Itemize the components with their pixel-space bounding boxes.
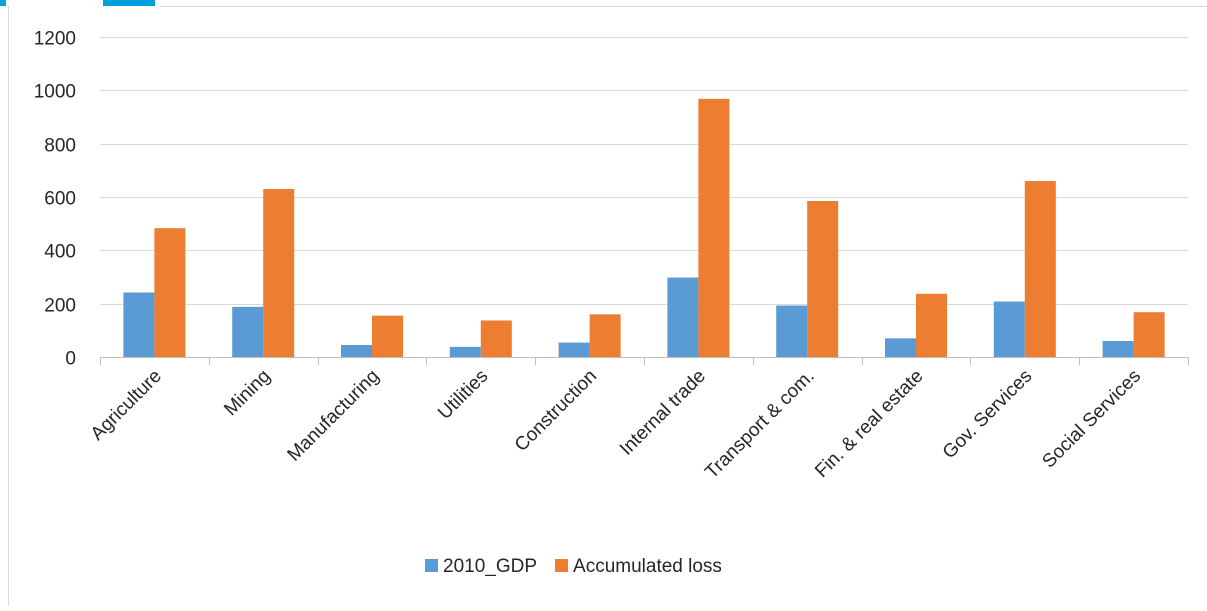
- x-tick-label: Transport & com.: [701, 366, 818, 483]
- bar-accumulated-loss: [154, 228, 186, 357]
- x-tick-label: Agriculture: [87, 366, 166, 445]
- accent-bar-right: [103, 0, 155, 6]
- bar-2010-gdp: [993, 301, 1025, 357]
- bar-2010-gdp: [123, 292, 155, 357]
- bar-2010-gdp: [449, 346, 481, 357]
- bar-accumulated-loss: [698, 98, 730, 357]
- legend-swatch: [555, 559, 569, 572]
- bar-accumulated-loss: [1024, 181, 1056, 357]
- bar-2010-gdp: [667, 277, 699, 357]
- x-tick-label: Construction: [511, 366, 601, 456]
- x-tick-label: Manufacturing: [284, 366, 384, 466]
- x-tick-label: Gov. Services: [939, 366, 1036, 463]
- x-axis-labels: Agriculture Mining Manufacturing Utilities C…: [87, 366, 1145, 483]
- y-tick-label: 200: [44, 296, 76, 317]
- y-tick-label: 0: [65, 349, 76, 370]
- y-tick-label: 1200: [34, 29, 76, 50]
- bar-2010-gdp: [776, 305, 808, 357]
- y-tick-label: 800: [44, 136, 76, 157]
- y-tick-label: 400: [44, 242, 76, 263]
- x-axis: [100, 357, 1189, 365]
- x-tick-label: Social Services: [1038, 366, 1145, 473]
- bar-2010-gdp: [341, 345, 372, 357]
- y-axis-ticks: 0 200 400 600 800 1000 1200: [34, 29, 76, 370]
- accent-bar-left: [0, 0, 6, 6]
- legend-label: 2010_GDP: [443, 556, 537, 577]
- bar-accumulated-loss: [1133, 312, 1165, 357]
- bar-2010-gdp: [232, 306, 264, 357]
- y-tick-label: 600: [44, 189, 76, 210]
- legend: 2010_GDP Accumulated loss: [425, 556, 722, 577]
- legend-swatch: [425, 559, 438, 572]
- header-accent: [0, 0, 155, 6]
- x-tick-label: Utilities: [434, 366, 492, 424]
- x-tick-label: Mining: [220, 366, 274, 420]
- x-tick-label: Fin. & real estate: [811, 366, 927, 482]
- bar-accumulated-loss: [372, 315, 403, 357]
- y-tick-label: 1000: [34, 82, 76, 103]
- bar-2010-gdp: [558, 342, 590, 357]
- x-tick-label: Internal trade: [616, 366, 710, 460]
- legend-label: Accumulated loss: [573, 556, 722, 577]
- bar-accumulated-loss: [480, 320, 512, 357]
- bar-accumulated-loss: [263, 189, 295, 357]
- bar-accumulated-loss: [589, 314, 621, 357]
- bars: [123, 98, 1165, 357]
- bar-accumulated-loss: [807, 201, 839, 357]
- bar-2010-gdp: [1102, 341, 1134, 357]
- bar-2010-gdp: [885, 338, 916, 357]
- bar-accumulated-loss: [916, 293, 947, 357]
